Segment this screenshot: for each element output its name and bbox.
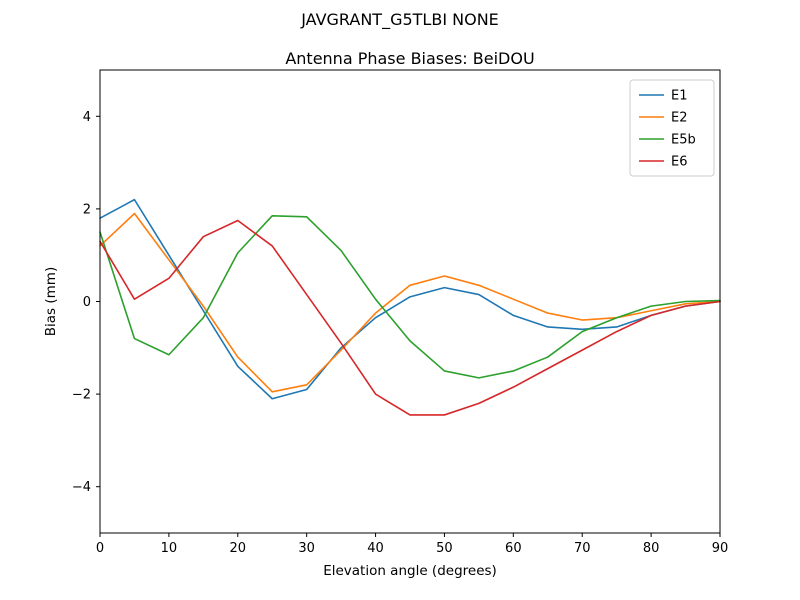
x-tick-label: 30 — [298, 541, 315, 556]
y-axis-label: Bias (mm) — [43, 267, 59, 336]
x-tick-label: 80 — [643, 541, 660, 556]
x-tick-label: 0 — [96, 541, 104, 556]
legend-label-E5b: E5b — [671, 133, 696, 148]
x-tick-label: 70 — [574, 541, 591, 556]
x-tick-label: 90 — [712, 541, 729, 556]
x-tick-label: 60 — [505, 541, 522, 556]
x-axis-label: Elevation angle (degrees) — [323, 563, 497, 579]
axes-title: Antenna Phase Biases: BeiDOU — [285, 49, 535, 68]
legend-box — [629, 79, 715, 177]
y-tick-label: −4 — [72, 480, 91, 495]
y-tick-label: 2 — [83, 202, 91, 217]
x-tick-label: 10 — [161, 541, 178, 556]
x-tick-label: 40 — [367, 541, 384, 556]
series-line-E6 — [99, 219, 721, 416]
series-line-E5b — [99, 215, 721, 379]
legend-label-E1: E1 — [671, 89, 688, 104]
x-tick-label: 50 — [436, 541, 453, 556]
legend-label-E2: E2 — [671, 111, 688, 126]
series-line-E1 — [99, 198, 721, 400]
axes-spines — [99, 69, 721, 534]
y-tick-label: −2 — [72, 388, 91, 403]
series-line-E2 — [99, 212, 721, 393]
x-tick-label: 20 — [230, 541, 247, 556]
legend-label-E6: E6 — [671, 155, 688, 170]
figure-suptitle: JAVGRANT_G5TLBI NONE — [301, 10, 499, 29]
y-tick-label: 4 — [83, 110, 91, 125]
y-tick-label: 0 — [83, 295, 91, 310]
